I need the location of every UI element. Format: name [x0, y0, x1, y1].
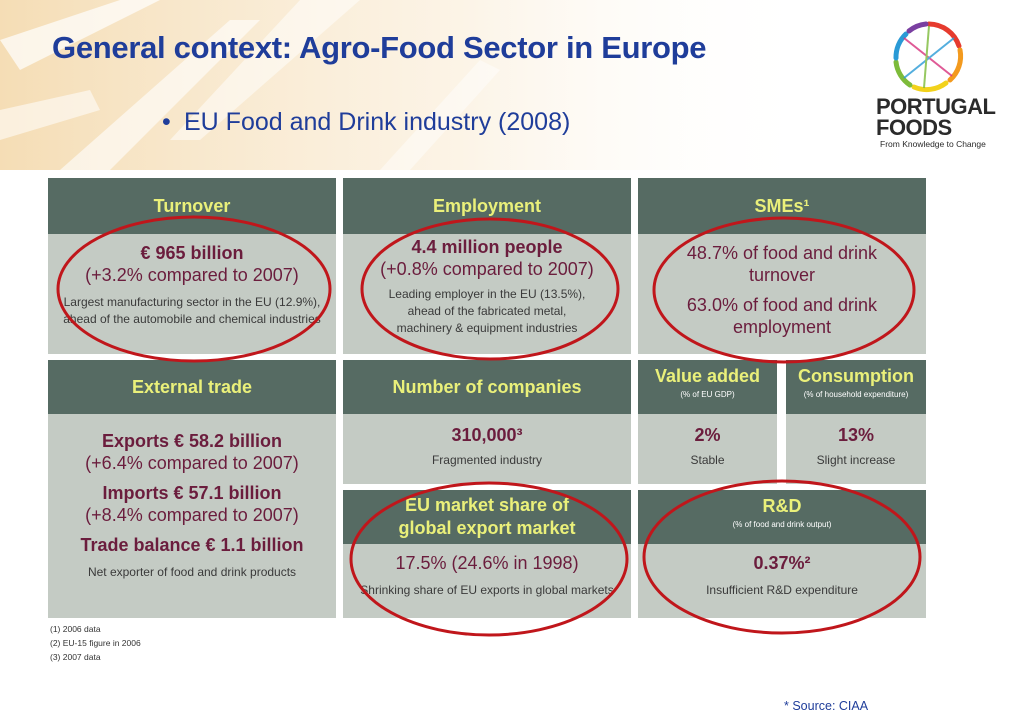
source-note: * Source: CIAA: [784, 699, 869, 713]
exports-value: Exports € 58.2 billion: [101, 431, 283, 451]
market-share-title-1: EU market share of: [404, 495, 570, 515]
panel-smes: SMEs¹ 48.7% of food and drink turnover 6…: [638, 178, 926, 354]
panel-header: Value added (% of EU GDP): [638, 360, 777, 414]
panel-value-added: Value added (% of EU GDP) 2% Stable: [638, 360, 777, 484]
footnote-2: (2) EU-15 figure in 2006: [50, 638, 141, 648]
bullet-icon: •: [162, 108, 171, 136]
employment-value: 4.4 million people: [411, 237, 563, 257]
exports-change: (+6.4% compared to 2007): [85, 453, 299, 473]
employment-note-1: Leading employer in the EU (13.5%),: [388, 287, 586, 301]
panel-body: 13% Slight increase: [786, 424, 926, 469]
consumption-note: Slight increase: [816, 453, 896, 467]
market-share-value: 17.5% (24.6% in 1998): [395, 553, 579, 573]
market-share-title-2: global export market: [398, 518, 576, 538]
panel-turnover: Turnover € 965 billion (+3.2% compared t…: [48, 178, 336, 354]
logo-line-1: PORTUGAL: [876, 94, 996, 119]
panel-body: € 965 billion (+3.2% compared to 2007) L…: [48, 242, 336, 328]
panel-header: Number of companies: [343, 360, 631, 414]
infographic: Turnover € 965 billion (+3.2% compared t…: [48, 178, 926, 618]
panel-companies: Number of companies 310,000³ Fragmented …: [343, 360, 631, 484]
panel-header: External trade: [48, 360, 336, 414]
turnover-note-1: Largest manufacturing sector in the EU (…: [63, 295, 321, 309]
footnote-3: (3) 2007 data: [50, 652, 101, 662]
panel-market-share: EU market share of global export market …: [343, 490, 631, 618]
panel-employment: Employment 4.4 million people (+0.8% com…: [343, 178, 631, 354]
turnover-note-2: ahead of the automobile and chemical ind…: [63, 312, 321, 326]
panel-rnd: R&D (% of food and drink output) 0.37%² …: [638, 490, 926, 618]
trade-note: Net exporter of food and drink products: [87, 565, 297, 579]
value-added-value: 2%: [694, 425, 721, 445]
value-added-subtitle: (% of EU GDP): [680, 390, 735, 399]
panel-body: 2% Stable: [638, 424, 777, 469]
panel-header: SMEs¹: [638, 178, 926, 234]
panel-body: 310,000³ Fragmented industry: [343, 424, 631, 469]
logo-line-2: FOODS: [876, 115, 952, 140]
panel-header: Employment: [343, 178, 631, 234]
panel-header: Consumption (% of household expenditure): [786, 360, 926, 414]
panel-body: 4.4 million people (+0.8% compared to 20…: [343, 236, 631, 337]
turnover-change: (+3.2% compared to 2007): [85, 265, 299, 285]
decorative-background: [0, 0, 1024, 170]
logo-wordmark: PORTUGAL FOODS: [876, 94, 996, 140]
employment-note-3: machinery & equipment industries: [396, 321, 578, 335]
imports-value: Imports € 57.1 billion: [102, 483, 282, 503]
smes-line-2b: employment: [732, 317, 832, 337]
panel-external-trade: External trade Exports € 58.2 billion (+…: [48, 360, 336, 618]
companies-value: 310,000³: [451, 425, 523, 445]
rnd-note: Insufficient R&D expenditure: [706, 583, 858, 597]
employment-note-2: ahead of the fabricated metal,: [407, 304, 567, 318]
panel-body: Exports € 58.2 billion (+6.4% compared t…: [48, 430, 336, 581]
market-share-note: Shrinking share of EU exports in global …: [360, 583, 614, 597]
panel-header: Turnover: [48, 178, 336, 234]
panel-header: R&D (% of food and drink output): [638, 490, 926, 544]
footnotes: (1) 2006 data (2) EU-15 figure in 2006 (…: [50, 622, 141, 664]
panel-body: 0.37%² Insufficient R&D expenditure: [638, 552, 926, 599]
smes-line-2a: 63.0% of food and drink: [686, 295, 878, 315]
value-added-title: Value added: [654, 366, 761, 386]
trade-balance: Trade balance € 1.1 billion: [80, 535, 304, 555]
portugal-foods-logo: PORTUGAL FOODS From Knowledge to Change: [876, 18, 1006, 158]
panel-body: 17.5% (24.6% in 1998) Shrinking share of…: [343, 552, 631, 599]
panel-body: 48.7% of food and drink turnover 63.0% o…: [638, 242, 926, 338]
rnd-title: R&D: [762, 496, 802, 516]
consumption-title: Consumption: [798, 366, 914, 386]
page-title: General context: Agro-Food Sector in Eur…: [52, 30, 707, 65]
consumption-value: 13%: [837, 425, 875, 445]
bullet-text: EU Food and Drink industry (2008): [184, 108, 571, 136]
rnd-subtitle: (% of food and drink output): [732, 520, 832, 529]
smes-line-1b: turnover: [748, 265, 816, 285]
rnd-value: 0.37%²: [753, 553, 811, 573]
smes-line-1a: 48.7% of food and drink: [686, 243, 878, 263]
companies-note: Fragmented industry: [431, 453, 543, 467]
imports-change: (+8.4% compared to 2007): [85, 505, 299, 525]
consumption-subtitle: (% of household expenditure): [803, 390, 909, 399]
employment-change: (+0.8% compared to 2007): [380, 259, 594, 279]
logo-tagline: From Knowledge to Change: [880, 139, 986, 149]
ring-logo-icon: [893, 21, 964, 93]
value-added-note: Stable: [690, 453, 725, 467]
footnote-1: (1) 2006 data: [50, 624, 101, 634]
bullet-point: • EU Food and Drink industry (2008): [162, 108, 570, 137]
panel-consumption: Consumption (% of household expenditure)…: [786, 360, 926, 484]
panel-header: EU market share of global export market: [343, 490, 631, 544]
turnover-value: € 965 billion: [140, 243, 244, 263]
